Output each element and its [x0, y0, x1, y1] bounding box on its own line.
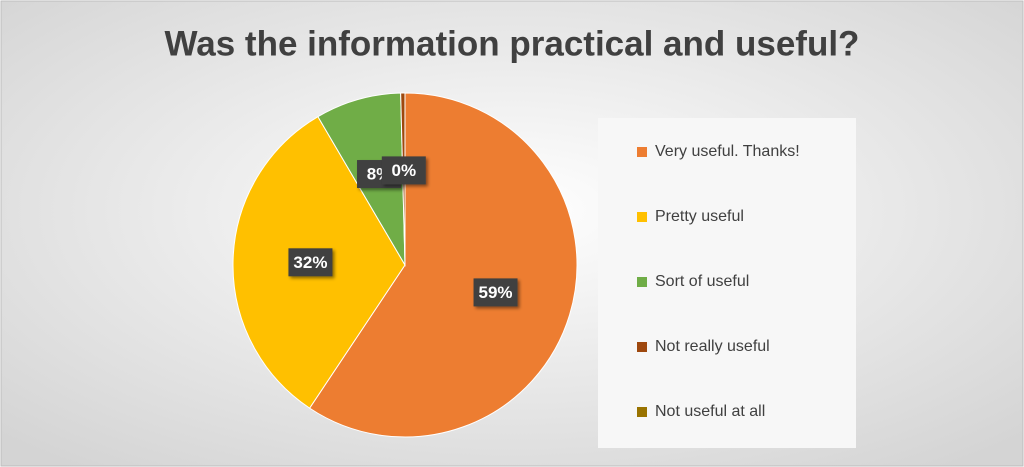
legend-label: Not useful at all: [655, 403, 765, 420]
legend-marker: [637, 277, 647, 287]
data-label: 32%: [293, 253, 327, 272]
legend-marker: [637, 407, 647, 417]
legend-marker: [637, 342, 647, 352]
legend-label: Pretty useful: [655, 208, 744, 225]
legend-marker: [637, 212, 647, 222]
data-label-box: [288, 248, 333, 277]
legend-label: Very useful. Thanks!: [655, 143, 800, 160]
data-label: 59%: [479, 283, 513, 302]
legend-label: Not really useful: [655, 338, 770, 355]
data-label-box: [381, 156, 426, 185]
data-label-box: [473, 278, 518, 307]
pie-slice: [308, 92, 578, 438]
chart-title: Was the information practical and useful…: [165, 24, 860, 63]
legend-label: Sort of useful: [655, 273, 749, 290]
legend-marker: [637, 147, 647, 157]
data-label: 0%: [392, 161, 417, 180]
